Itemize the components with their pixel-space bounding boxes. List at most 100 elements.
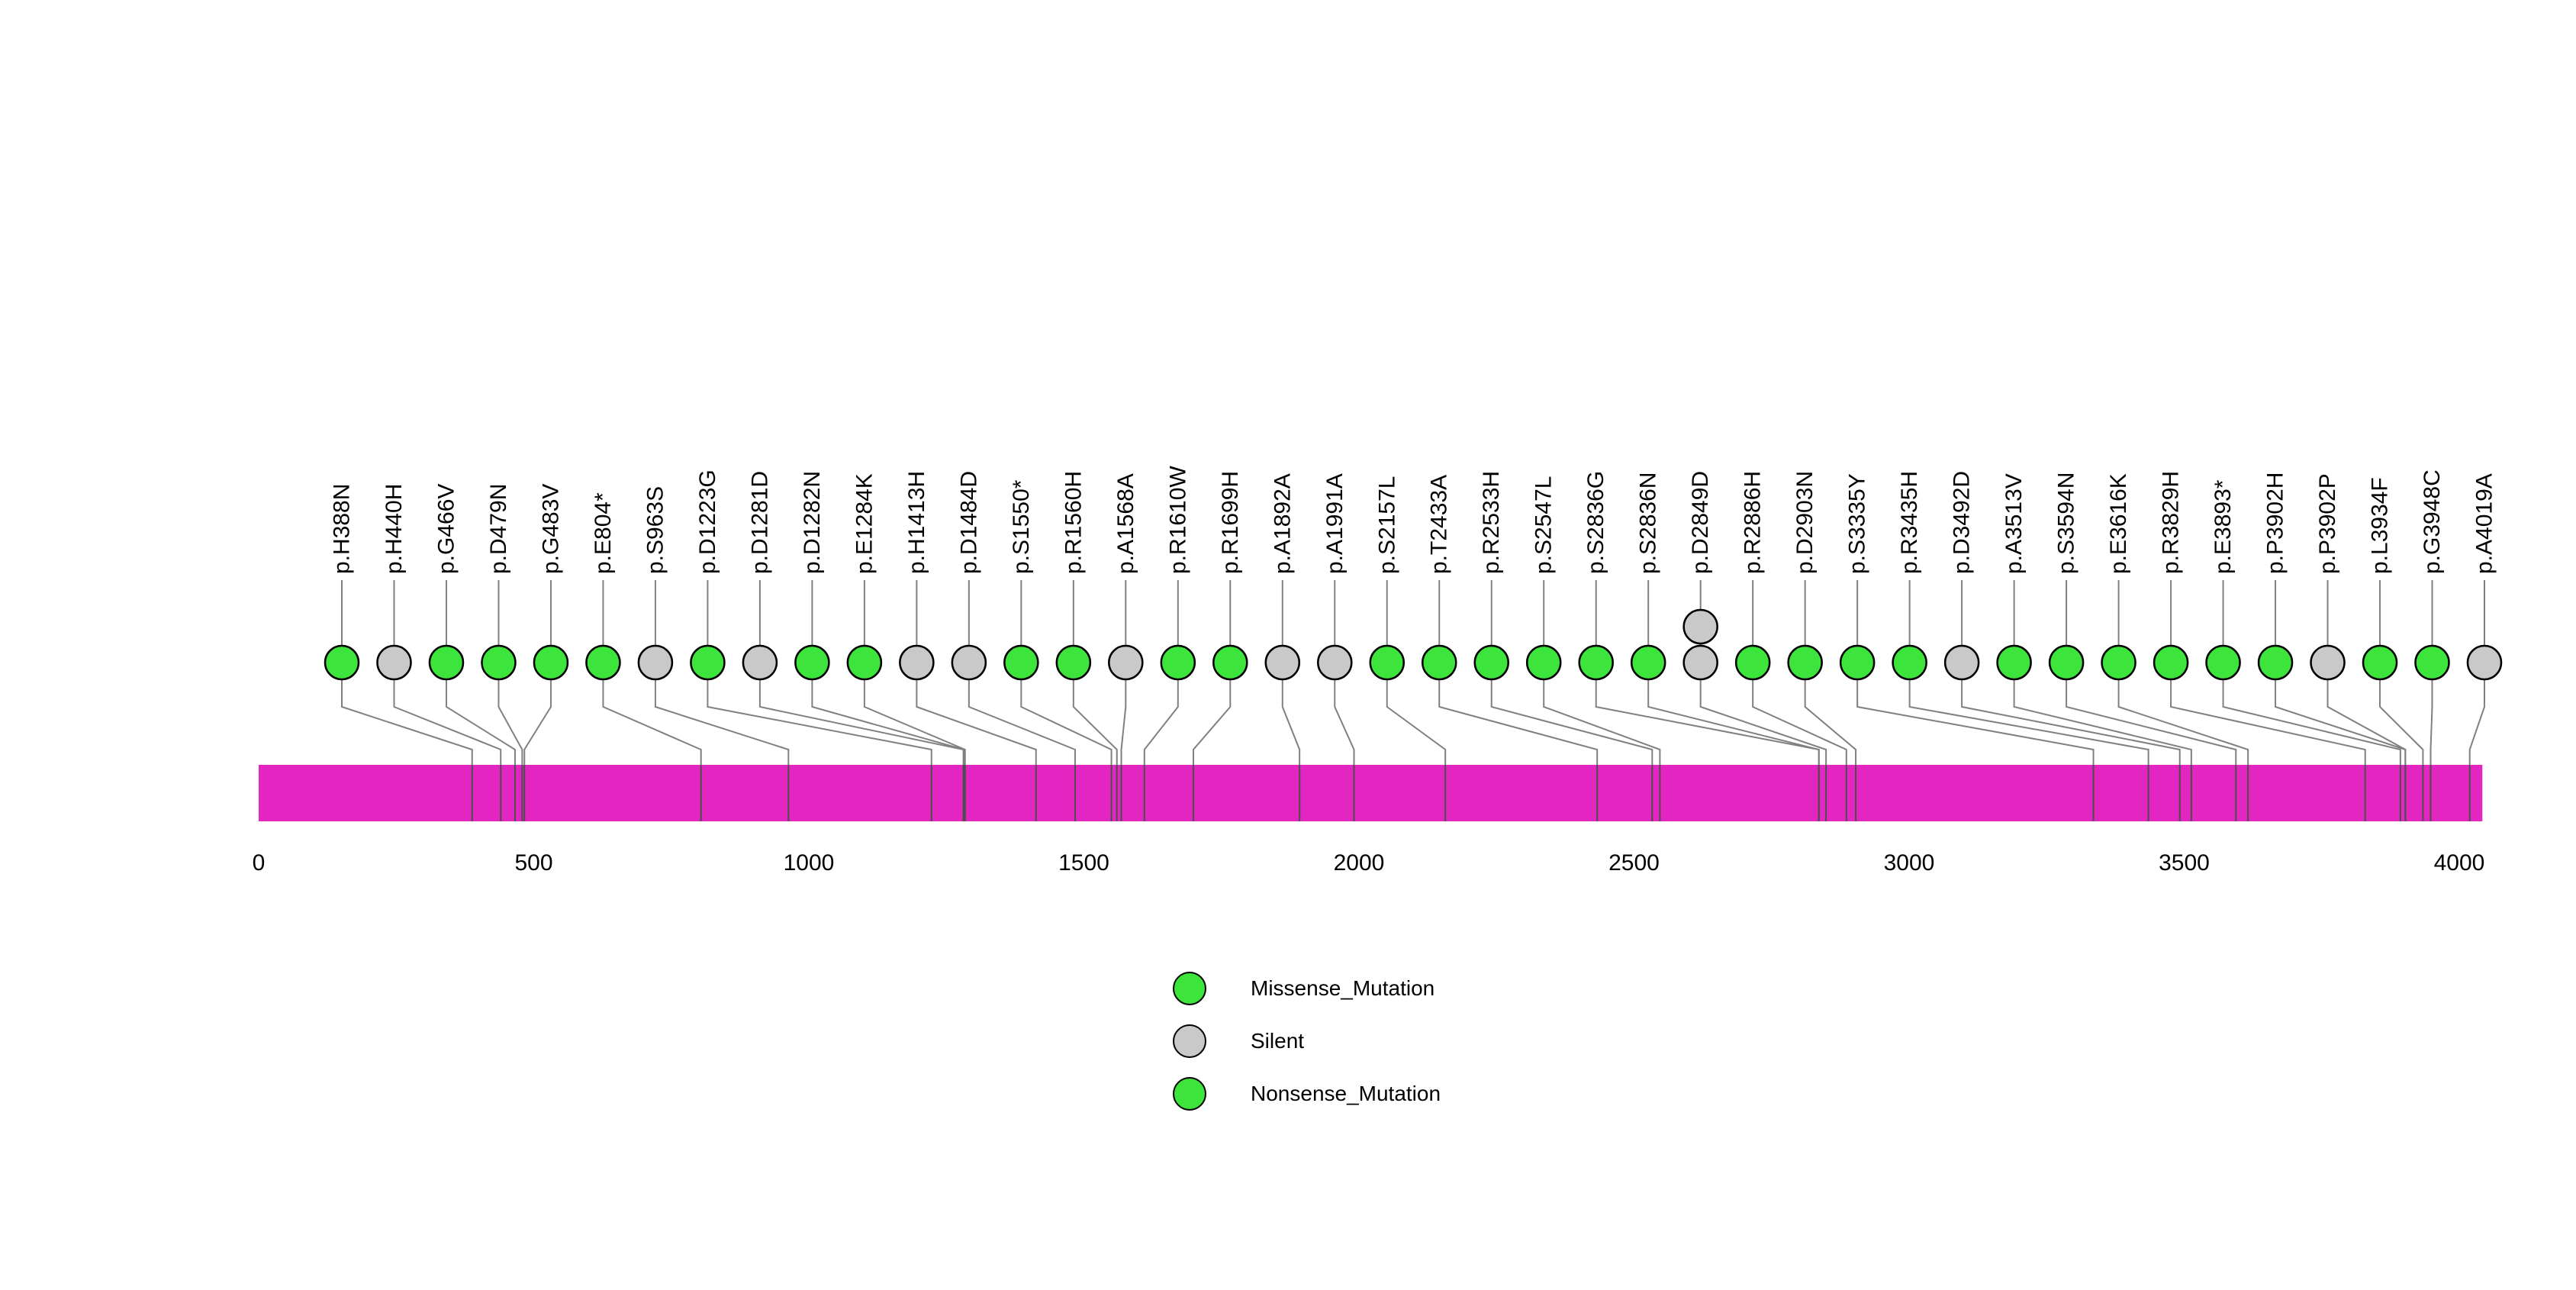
mutation-circle <box>1525 644 1562 681</box>
legend-label-missense: Missense_Mutation <box>1251 976 1435 1000</box>
mutation-label: p.A4019A <box>2472 473 2497 574</box>
mutation-connector <box>2326 679 2407 765</box>
mutation-connector <box>1281 679 1301 765</box>
mutation-connector <box>1543 679 1661 765</box>
axis-tick-label: 3000 <box>1884 850 1935 876</box>
mutation-connector <box>811 679 965 765</box>
mutation-label: p.H1413H <box>904 471 929 574</box>
mutation-connector <box>2379 679 2424 765</box>
axis-tick-label: 1000 <box>784 850 835 876</box>
mutation-circle <box>846 644 883 681</box>
mutation-label: p.D1223G <box>695 469 720 574</box>
mutation-label: p.L3934F <box>2368 477 2393 574</box>
mutation-circle <box>585 644 621 681</box>
mutation-connector <box>2468 679 2485 765</box>
mutation-circle <box>1473 644 1509 681</box>
mutation-circle <box>324 644 360 681</box>
nonsense-mutation-swatch-icon <box>1173 1076 1206 1111</box>
axis-tick-label: 2000 <box>1334 850 1385 876</box>
mutation-label: p.R1560H <box>1061 471 1086 574</box>
mutation-label: p.S2547L <box>1531 476 1557 574</box>
mutation-label: p.S1550* <box>1009 479 1034 574</box>
legend: Missense_Mutation Silent Nonsense_Mutati… <box>1173 971 1441 1111</box>
mutation-label: p.R2886H <box>1740 471 1766 574</box>
mutation-label: p.S3335Y <box>1845 473 1870 574</box>
mutation-connector <box>1908 679 2149 765</box>
mutation-circle <box>2101 644 2136 681</box>
silent-mutation-swatch-icon <box>1173 1024 1206 1058</box>
mutation-circle <box>2414 644 2450 681</box>
mutation-circle <box>1839 644 1876 681</box>
mutation-circle <box>1943 644 1980 681</box>
mutation-circle <box>1055 644 1092 681</box>
mutation-circle <box>428 644 465 681</box>
mutation-circle <box>690 644 726 681</box>
mutation-connector <box>1699 679 1827 765</box>
mutation-connector <box>2117 679 2249 765</box>
legend-label-nonsense: Nonsense_Mutation <box>1251 1081 1441 1105</box>
legend-item-missense: Missense_Mutation <box>1173 971 1441 1005</box>
mutation-connector <box>2275 679 2407 765</box>
mutation-circle <box>1369 644 1406 681</box>
mutation-label: p.A1892A <box>1270 473 1295 574</box>
mutation-connector <box>602 679 702 765</box>
mutation-label: p.R1610W <box>1165 466 1190 574</box>
protein-bar <box>259 765 2483 821</box>
mutation-label: p.S963S <box>642 486 668 574</box>
mutation-circle <box>1734 644 1771 681</box>
mutation-connector <box>393 679 502 765</box>
mutation-label: p.E804* <box>591 492 616 574</box>
missense-mutation-swatch-icon <box>1173 971 1206 1005</box>
mutation-label: p.E3893* <box>2211 479 2236 574</box>
mutation-label: p.T2433A <box>1427 475 1452 574</box>
mutation-circle <box>1108 644 1144 681</box>
mutation-label: p.S2836G <box>1583 471 1608 574</box>
mutation-connector <box>2066 679 2237 765</box>
mutation-label: p.P3902P <box>2315 473 2340 574</box>
mutation-connector <box>1334 679 1355 765</box>
mutation-circle <box>1892 644 1927 681</box>
mutation-circle <box>2362 644 2398 681</box>
mutation-circle <box>1996 644 2032 681</box>
axis-tick-label: 4000 <box>2434 850 2485 876</box>
mutation-label: p.S3594N <box>2054 472 2079 574</box>
mutation-label: p.A3513V <box>2001 473 2027 574</box>
mutation-connector <box>2429 679 2433 765</box>
mutation-circle <box>1630 644 1666 681</box>
mutation-label: p.D1282N <box>800 471 825 574</box>
mutation-connector <box>1490 679 1653 765</box>
mutation-circle <box>2205 644 2241 681</box>
mutation-label: p.D2849D <box>1688 471 1713 574</box>
mutation-connector <box>707 679 932 765</box>
axis-tick-label: 1500 <box>1058 850 1109 876</box>
axis-tick-label: 3500 <box>2159 850 2210 876</box>
mutation-label: p.E3616K <box>2106 473 2131 574</box>
mutation-connector <box>1647 679 1820 765</box>
mutation-connector <box>2013 679 2192 765</box>
axis-tick-label: 500 <box>514 850 552 876</box>
mutation-circle <box>1787 644 1823 681</box>
mutation-connector <box>1856 679 2095 765</box>
mutation-label: p.E1284K <box>852 473 877 574</box>
mutation-circle <box>742 644 778 681</box>
mutation-circle <box>899 644 935 681</box>
axis-tick-label: 0 <box>253 850 266 876</box>
mutation-label: p.S2836N <box>1636 472 1661 574</box>
axis-tick-label: 2500 <box>1608 850 1660 876</box>
mutation-circle <box>951 644 987 681</box>
legend-item-silent: Silent <box>1173 1024 1441 1058</box>
mutation-label: p.S2157L <box>1374 476 1399 574</box>
mutation-connector <box>1752 679 1847 765</box>
mutation-label: p.P3902H <box>2263 472 2288 574</box>
mutation-circle <box>1317 644 1353 681</box>
mutation-connector <box>916 679 1037 765</box>
mutation-label: p.D1484D <box>956 471 981 574</box>
mutation-circle <box>2310 644 2346 681</box>
mutation-connector <box>968 679 1076 765</box>
mutation-connector <box>1804 679 1857 765</box>
legend-item-nonsense: Nonsense_Mutation <box>1173 1076 1441 1111</box>
mutation-circle <box>2466 644 2503 681</box>
mutation-label: p.R2533H <box>1479 471 1504 574</box>
